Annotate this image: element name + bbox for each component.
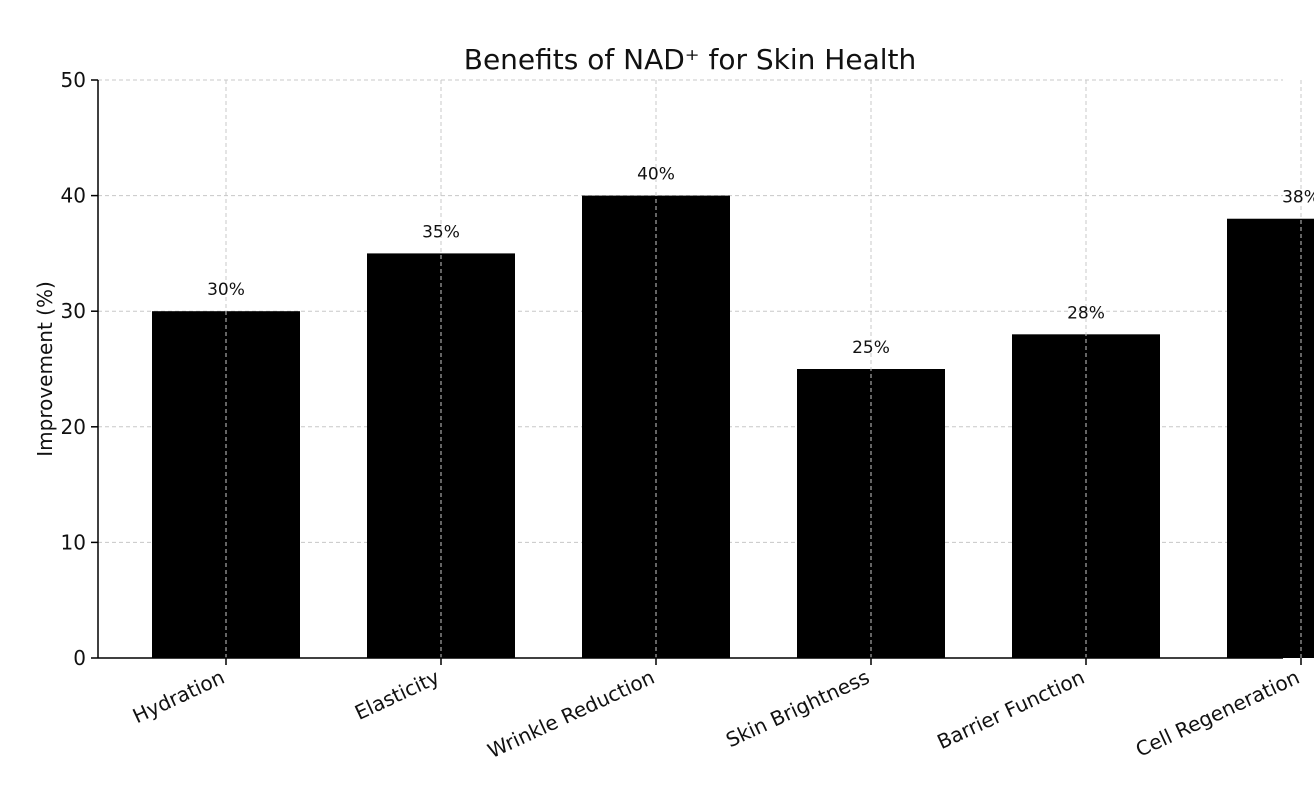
bar	[1227, 218, 1314, 658]
x-tick-label: Skin Brightness	[722, 665, 873, 752]
x-tick-label: Elasticity	[351, 665, 443, 725]
bar-value-label: 35%	[422, 222, 460, 242]
x-tick-label: Hydration	[129, 665, 228, 728]
bars	[152, 195, 1314, 658]
y-tick-label: 10	[61, 530, 86, 554]
x-tick-label: Wrinkle Reduction	[484, 665, 658, 763]
y-tick-label: 20	[61, 415, 86, 439]
x-tick-label: Barrier Function	[933, 665, 1088, 754]
y-axis-title: Improvement (%)	[33, 281, 57, 457]
y-tick-label: 50	[61, 68, 86, 92]
bar-value-label: 25%	[852, 338, 890, 358]
y-tick-label: 40	[61, 184, 86, 208]
bar-value-label: 30%	[207, 280, 245, 300]
x-tick-label: Cell Regeneration	[1132, 665, 1303, 762]
axes	[91, 79, 1302, 665]
bar-value-label: 28%	[1067, 303, 1105, 323]
bar-value-label: 38%	[1282, 188, 1314, 208]
y-tick-label: 30	[61, 299, 86, 323]
bar-value-label: 40%	[637, 165, 675, 185]
chart-title: Benefits of NAD⁺ for Skin Health	[464, 43, 917, 76]
y-tick-label: 0	[73, 646, 86, 670]
